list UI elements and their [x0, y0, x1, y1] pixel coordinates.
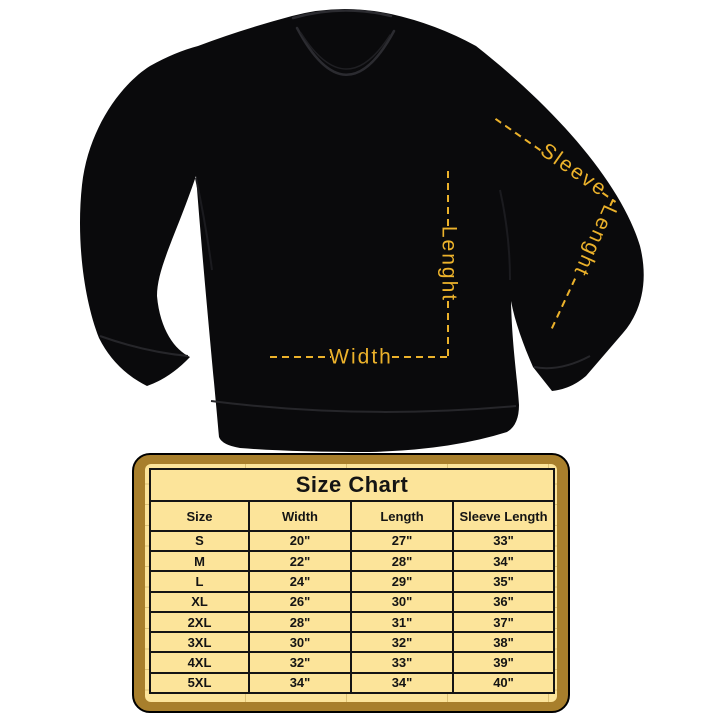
- cell-width: 24": [248, 570, 352, 593]
- size-row-4xl: 4XL 32" 33" 39": [149, 651, 556, 674]
- size-row-xl: XL 26" 30" 36": [149, 590, 556, 613]
- col-header-sleeve-length: Sleeve Length: [451, 500, 556, 532]
- size-row-m: M 22" 28" 34": [149, 550, 556, 573]
- length-line-bottom: [447, 301, 449, 358]
- cell-length: 30": [350, 590, 454, 613]
- cell-width: 26": [248, 590, 352, 613]
- cell-size: L: [149, 570, 250, 593]
- width-label: Width: [329, 345, 393, 369]
- cell-length: 28": [350, 550, 454, 573]
- size-chart-frame: Size Chart Size Width Length Sleeve Leng…: [132, 453, 570, 713]
- cell-width: 32": [248, 651, 352, 674]
- size-chart-header-row: Size Width Length Sleeve Length: [149, 500, 556, 532]
- size-chart-title: Size Chart: [148, 467, 556, 503]
- sweatshirt-silhouette: [79, 8, 644, 452]
- cell-sleeve-length: 34": [451, 550, 556, 573]
- right-cuff-seam: [533, 355, 591, 370]
- cell-length: 29": [350, 570, 454, 593]
- cell-size: 5XL: [149, 671, 250, 695]
- cell-size: 3XL: [149, 631, 250, 654]
- body-length-label: Lenght: [437, 225, 461, 303]
- right-armpit-crease: [499, 189, 511, 281]
- size-chart-title-row: Size Chart: [148, 467, 556, 503]
- cell-width: 22": [248, 550, 352, 573]
- col-header-size: Size: [149, 500, 250, 532]
- left-cuff-seam: [99, 335, 189, 357]
- cell-size: S: [149, 529, 250, 553]
- size-row-l: L 24" 29" 35": [149, 570, 556, 593]
- cell-length: 33": [350, 651, 454, 674]
- cell-sleeve-length: 39": [451, 651, 556, 674]
- cell-sleeve-length: 37": [451, 610, 556, 634]
- left-armpit-crease: [195, 177, 213, 271]
- cell-size: 4XL: [149, 651, 250, 674]
- size-chart-panel: Size Chart Size Width Length Sleeve Leng…: [145, 464, 557, 702]
- cell-length: 32": [350, 631, 454, 654]
- width-line-left: [270, 356, 331, 358]
- cell-size: XL: [149, 590, 250, 613]
- seam-lines: [99, 177, 591, 413]
- size-chart-table: Size Chart Size Width Length Sleeve Leng…: [148, 467, 556, 695]
- col-header-length: Length: [350, 500, 454, 532]
- cell-sleeve-length: 35": [451, 570, 556, 593]
- length-line-top: [447, 171, 449, 227]
- size-row-5xl: 5XL 34" 34" 40": [149, 671, 556, 695]
- cell-length: 27": [350, 529, 454, 553]
- cell-length: 34": [350, 671, 454, 695]
- cell-size: M: [149, 550, 250, 573]
- cell-sleeve-length: 38": [451, 631, 556, 654]
- cell-width: 20": [248, 529, 352, 553]
- size-row-3xl: 3XL 30" 32" 38": [149, 631, 556, 654]
- cell-length: 31": [350, 610, 454, 634]
- cell-sleeve-length: 36": [451, 590, 556, 613]
- sweatshirt-illustration: [79, 8, 644, 452]
- cell-width: 34": [248, 671, 352, 695]
- hem-seam: [210, 400, 517, 413]
- cell-sleeve-length: 33": [451, 529, 556, 553]
- cell-sleeve-length: 40": [451, 671, 556, 695]
- col-header-width: Width: [248, 500, 352, 532]
- cell-width: 30": [248, 631, 352, 654]
- cell-size: 2XL: [149, 610, 250, 634]
- size-row-s: S 20" 27" 33": [149, 529, 556, 553]
- size-row-2xl: 2XL 28" 31" 37": [149, 610, 556, 634]
- cell-width: 28": [248, 610, 352, 634]
- collar-outline: [291, 9, 396, 76]
- width-line-right: [392, 356, 449, 358]
